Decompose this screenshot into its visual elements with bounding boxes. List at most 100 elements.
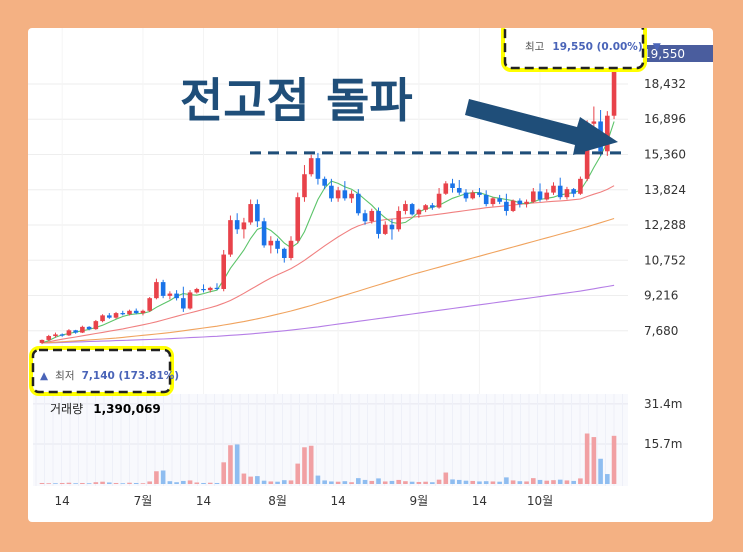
volume-bar: [564, 480, 570, 484]
volume-bar: [396, 479, 401, 484]
up-triangle-icon: ▲: [40, 370, 49, 382]
candle-body: [154, 282, 159, 299]
candle-body: [107, 315, 112, 318]
candle-body: [510, 200, 516, 211]
candle-body: [349, 193, 354, 199]
volume-bar: [470, 480, 476, 484]
volume-bar: [524, 481, 529, 484]
volume-bar: [147, 481, 152, 484]
candle: [181, 286, 186, 312]
candle-body: [376, 210, 381, 234]
candle: [477, 188, 482, 198]
candle: [456, 179, 462, 195]
high-box-value: 19,550 (0.00%): [552, 41, 642, 53]
candle: [376, 207, 381, 239]
candle: [483, 190, 489, 207]
volume-bar: [187, 480, 193, 484]
candle-body: [436, 193, 442, 208]
candle-body: [261, 221, 267, 246]
candle: [510, 199, 516, 213]
volume-bar: [39, 482, 45, 484]
candle: [369, 208, 375, 224]
candle: [504, 193, 509, 216]
volume-bar: [248, 476, 253, 484]
volume-bar: [275, 481, 280, 484]
volume-bar: [517, 481, 523, 484]
volume-bar: [133, 482, 139, 484]
candlestick-series: [39, 58, 617, 345]
candle: [234, 213, 240, 234]
candle: [544, 189, 550, 201]
volume-bar: [329, 481, 334, 484]
volume-bar: [605, 474, 610, 484]
candle-body: [234, 220, 240, 230]
volume-bar: [53, 483, 58, 484]
candle-body: [564, 189, 570, 198]
price-tick-label: 9,216: [644, 289, 678, 303]
candle: [66, 329, 72, 337]
candle-body: [59, 334, 65, 336]
candle-body: [221, 254, 227, 289]
candle-body: [80, 326, 85, 333]
candle-body: [147, 298, 152, 311]
volume-bar: [578, 478, 583, 484]
candle-body: [46, 336, 52, 340]
volume-bar: [537, 479, 543, 484]
volume-bar: [342, 481, 348, 484]
candle-body: [450, 183, 455, 189]
volume-bar: [510, 480, 516, 484]
candle: [275, 238, 280, 254]
candle-body: [396, 210, 401, 230]
date-tick-label: 10월: [527, 494, 553, 508]
candle-body: [483, 194, 489, 205]
volume-bar: [59, 482, 65, 484]
candle-body: [605, 115, 610, 152]
volume-value: 1,390,069: [93, 402, 161, 416]
candle-body: [530, 191, 536, 202]
candle-body: [120, 313, 126, 315]
candle-body: [113, 313, 119, 318]
price-tick-label: 12,288: [644, 218, 686, 232]
candle-body: [416, 209, 422, 215]
price-tick-label: 7,680: [644, 324, 678, 338]
candle-body: [194, 288, 200, 293]
candle: [46, 334, 52, 341]
candle-body: [477, 192, 482, 195]
candle: [133, 308, 139, 315]
candle: [497, 194, 502, 205]
volume-bar: [154, 471, 159, 484]
candle-body: [288, 240, 294, 259]
candle: [154, 278, 159, 300]
date-tick-label: 14: [472, 494, 487, 508]
candle-body: [140, 310, 146, 314]
candle: [517, 198, 523, 208]
candle-body: [591, 121, 597, 124]
price-tick-label: 18,432: [644, 77, 686, 91]
current-price-tag-text: 19,550: [643, 47, 685, 61]
low-box-value: 7,140 (173.81%): [82, 370, 180, 382]
candle-body: [100, 315, 105, 322]
volume-bar: [611, 435, 617, 484]
candle: [53, 332, 58, 338]
candle-body: [73, 330, 78, 333]
volume-bar: [160, 470, 166, 484]
candle: [261, 217, 267, 248]
candle: [228, 215, 233, 257]
candle-body: [537, 191, 543, 200]
candle: [470, 190, 476, 200]
candle: [160, 279, 166, 299]
volume-bar: [436, 479, 442, 484]
candle-body: [456, 188, 462, 193]
date-tick-label: 14: [330, 494, 345, 508]
candle-body: [315, 158, 321, 179]
candle: [356, 189, 361, 216]
down-triangle-icon: ▼: [653, 41, 662, 53]
high-box-label: 최고: [525, 41, 545, 53]
candle: [127, 309, 132, 316]
candle-body: [382, 224, 388, 234]
candle: [268, 236, 274, 254]
candle-body: [409, 204, 415, 215]
volume-bar: [167, 481, 173, 484]
candle: [436, 188, 442, 209]
candle: [322, 176, 327, 190]
